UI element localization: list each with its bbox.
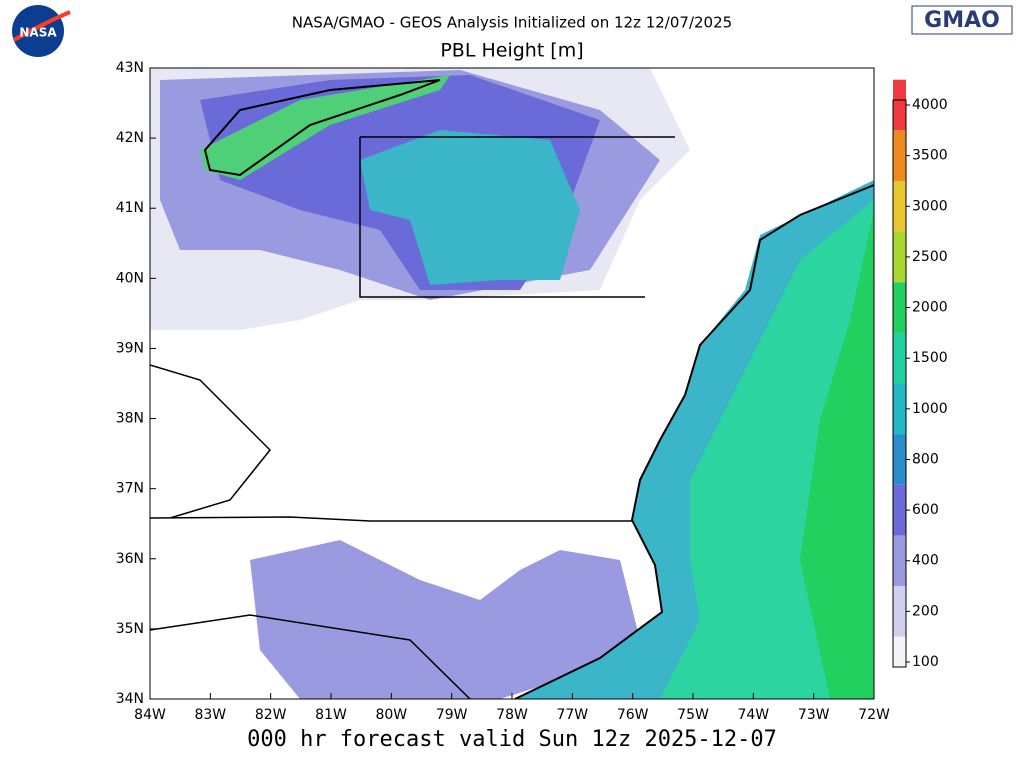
lat-label: 39N	[116, 340, 144, 356]
lon-label: 73W	[798, 707, 830, 723]
colorbar-label: 2000	[912, 300, 948, 316]
colorbar-frame	[892, 99, 907, 668]
subtitle: PBL Height [m]	[440, 40, 583, 62]
lon-label: 72W	[858, 707, 890, 723]
lat-label: 41N	[116, 200, 144, 216]
lat-label: 40N	[116, 270, 144, 286]
colorbar-band	[893, 282, 906, 333]
gmao-logo: GMAO	[911, 5, 1013, 35]
colorbar-band	[893, 636, 906, 667]
lon-label: 80W	[375, 707, 407, 723]
colorbar-label: 4000	[912, 97, 948, 113]
title: NASA/GMAO - GEOS Analysis Initialized on…	[292, 14, 732, 32]
lat-label: 34N	[116, 691, 144, 707]
lon-label: 77W	[556, 707, 588, 723]
colorbar-label: 3000	[912, 198, 948, 214]
colorbar-label: 400	[912, 553, 939, 569]
colorbar-band	[893, 332, 906, 384]
colorbar-band	[893, 180, 906, 232]
colorbar-band	[893, 535, 906, 587]
map-axes: 84W 83W 82W 81W 80W 79W 78W 77W 76W 75W 74W 73W 72W 4…	[116, 60, 890, 723]
colorbar-band	[893, 434, 906, 485]
lon-label: 75W	[677, 707, 709, 723]
lat-label: 36N	[116, 551, 144, 567]
colorbar-band	[893, 130, 906, 181]
nasa-logo: NASA	[12, 5, 71, 57]
lat-label: 43N	[116, 60, 144, 76]
lon-label: 82W	[255, 707, 287, 723]
colorbar-label: 1000	[912, 401, 948, 417]
colorbar-label: 1500	[912, 350, 948, 366]
colorbar-band	[893, 231, 906, 283]
lon-label: 81W	[315, 707, 347, 723]
lat-label: 35N	[116, 621, 144, 637]
logo-right: GMAO	[924, 8, 1000, 33]
footer: 000 hr forecast valid Sun 12z 2025-12-07	[247, 727, 777, 752]
colorbar-label: 2500	[912, 249, 948, 265]
lat-label: 38N	[116, 411, 144, 427]
colorbar-label: 800	[912, 451, 939, 467]
colorbar-label: 600	[912, 502, 939, 518]
lat-label: 42N	[116, 130, 144, 146]
logo-left: NASA	[19, 26, 57, 40]
colorbar-band	[893, 383, 906, 435]
lon-label: 76W	[617, 707, 649, 723]
colorbar-band	[893, 586, 906, 637]
lat-label: 37N	[116, 481, 144, 497]
colorbar-band	[893, 79, 906, 131]
colorbar: 100 200 400 600 800 1000 1500 2000 2500 3000 3500 4…	[892, 79, 948, 670]
lon-label: 78W	[496, 707, 528, 723]
lon-label: 74W	[737, 707, 769, 723]
lon-label: 83W	[194, 707, 226, 723]
lon-label: 79W	[436, 707, 468, 723]
colorbar-band	[893, 484, 906, 536]
map-field	[150, 68, 874, 699]
colorbar-label: 100	[912, 654, 939, 670]
colorbar-label: 200	[912, 603, 939, 619]
colorbar-label: 3500	[912, 148, 948, 164]
lon-label: 84W	[134, 707, 166, 723]
